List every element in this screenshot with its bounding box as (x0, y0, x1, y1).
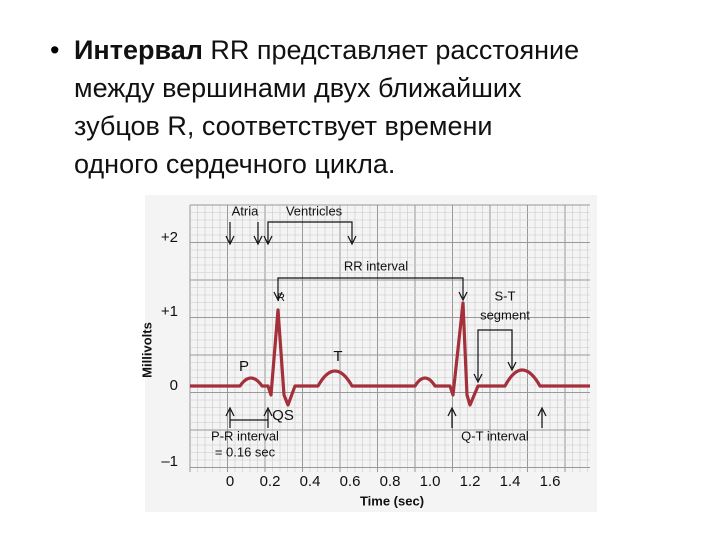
text-line: Интервал RR представляет расстояние (74, 32, 579, 68)
x-tick-label: 1.2 (460, 473, 481, 490)
figure-background (145, 195, 597, 512)
annotation: Ventricles (286, 203, 343, 218)
annotation: Q-T interval (461, 428, 529, 443)
text-line: зубцов R, соответствует времени (74, 111, 493, 141)
annotation: Atria (232, 203, 260, 218)
annotation: RR interval (344, 258, 408, 273)
annotation: QS (272, 407, 294, 424)
y-tick-label: +2 (161, 229, 178, 246)
annotation: segment (480, 307, 530, 322)
grid (189, 204, 590, 472)
text: RR представляет расстояние (202, 35, 580, 65)
annotation: R (277, 292, 285, 304)
annotation: T (333, 348, 342, 365)
x-tick-label: 1.4 (500, 473, 521, 490)
x-axis-label: Time (sec) (360, 493, 424, 508)
annotation: P (239, 358, 249, 375)
annotation-arrows (225, 221, 547, 428)
x-tick-label: 0.2 (260, 473, 281, 490)
y-axis-label: Millivolts (139, 322, 154, 378)
x-tick-label: 0.4 (300, 473, 321, 490)
x-tick-label: 0 (226, 473, 234, 490)
x-tick-label: 1.6 (540, 473, 561, 490)
annotation: = 0.16 sec (215, 444, 276, 459)
bullet: • (50, 35, 60, 65)
text-line: одного сердечного цикла. (74, 149, 396, 179)
y-tick-label: –1 (161, 453, 178, 470)
x-tick-label: 0.8 (380, 473, 401, 490)
y-tick-label: 0 (170, 377, 178, 394)
x-tick-label: 0.6 (340, 473, 361, 490)
annotation: P-R interval (211, 428, 279, 443)
y-tick-label: +1 (161, 303, 178, 320)
text-line: между вершинами двух ближайших (74, 73, 522, 103)
ecg-waveform (190, 301, 590, 407)
x-tick-label: 1.0 (420, 473, 441, 490)
annotation: S-T (495, 288, 516, 303)
bold-term: Интервал (74, 35, 203, 65)
